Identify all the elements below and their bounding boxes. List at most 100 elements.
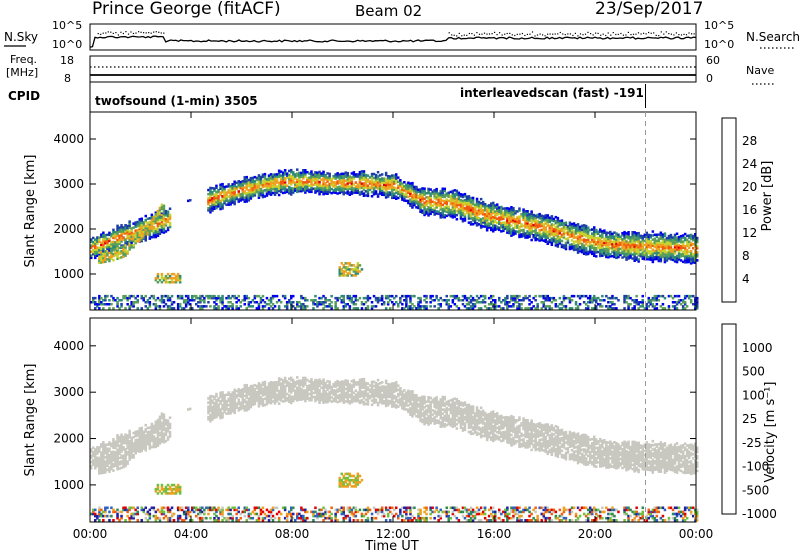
power-cell [358,296,362,300]
power-cell [393,194,396,197]
power-cell [182,307,186,310]
power-cell [158,307,162,310]
power-cell [370,305,374,308]
power-cell [352,268,356,271]
power-cell [110,303,113,306]
noise-search-point [542,34,544,36]
power-cell [530,238,533,242]
power-cell [128,222,131,225]
power-cell [342,272,345,275]
power-cell [413,294,416,298]
power-cell [152,294,156,298]
power-cell [124,250,127,253]
power-cell [300,179,303,183]
power-cell [328,190,331,194]
power-cell [326,176,329,179]
power-cell [445,294,448,298]
velocity-cell [112,519,115,522]
power-cell [180,296,184,300]
noise-search-point [607,32,609,34]
power-cell [395,187,398,190]
power-cell [233,200,236,204]
power-cell [350,176,354,179]
power-cell [356,299,360,302]
power-cell [124,238,127,241]
power-cell [378,174,382,177]
power-cell [395,294,398,298]
velocity-cell [144,423,147,427]
power-cell [130,233,133,236]
power-cell [257,194,261,197]
power-cell [346,188,349,191]
power-cell [374,305,378,308]
power-cell [241,184,244,187]
power-cell [148,235,152,238]
velocity-cell [140,519,143,522]
power-cell [271,303,275,306]
power-cell [223,191,226,195]
power-cell [219,199,222,203]
power-cell [378,184,382,187]
power-cell [275,191,279,194]
power-cell [144,214,147,218]
power-cell [257,182,261,185]
power-cell [140,234,143,237]
power-cell [259,191,263,195]
power-cell [174,278,178,282]
power-cell [372,189,376,192]
power-cell [393,188,396,191]
power-cell [362,182,366,185]
power-cell [342,305,345,308]
power-cell [154,215,158,218]
power-cell [156,276,160,280]
power-cell [298,183,301,187]
power-cell [112,248,115,252]
noise-search-point [658,35,660,37]
power-cell [306,177,309,180]
power-cell [189,299,192,302]
power-cell [170,303,174,306]
beam-label: Beam 02 [355,2,422,20]
power-cell [223,195,226,199]
power-cell [401,303,404,306]
noise-search-point [539,33,541,35]
power-cell [110,294,113,298]
power-cell [96,246,99,249]
power-cell [298,301,301,304]
power-cell [98,299,101,302]
power-cell [322,188,325,192]
noise-search-point [574,32,576,34]
power-cell [290,183,293,186]
power-cell [132,294,135,298]
power-cell [221,307,224,310]
power-cell [352,301,356,304]
power-cell [372,294,376,298]
power-cell [148,303,152,306]
power-cell [217,190,220,194]
noise-search-point [468,32,470,35]
freq-panel: Freq. [MHz] 18 8 60 0 Nave [6,53,776,85]
power-cell [374,186,378,189]
power-cell [320,178,323,181]
power-cell [162,208,166,212]
power-cell [112,252,115,256]
cpid-panel: CPID twofsound (1-min) 3505 interleaveds… [8,82,646,112]
power-cell [374,190,378,193]
power-cell [178,296,182,300]
power-cell [207,188,210,192]
power-cell [164,303,168,306]
power-cell [130,241,133,244]
power-cell [399,185,402,188]
power-cell [399,179,402,182]
power-cell [302,181,305,184]
power-cell [108,239,111,243]
power-cell [326,172,329,175]
power-cell [118,252,121,256]
power-cell [316,187,319,191]
power-cell [667,305,671,308]
power-cell [405,296,408,300]
power-cell [344,274,347,277]
power-cell [318,188,321,192]
power-cell [534,299,537,302]
power-cell [322,186,325,190]
